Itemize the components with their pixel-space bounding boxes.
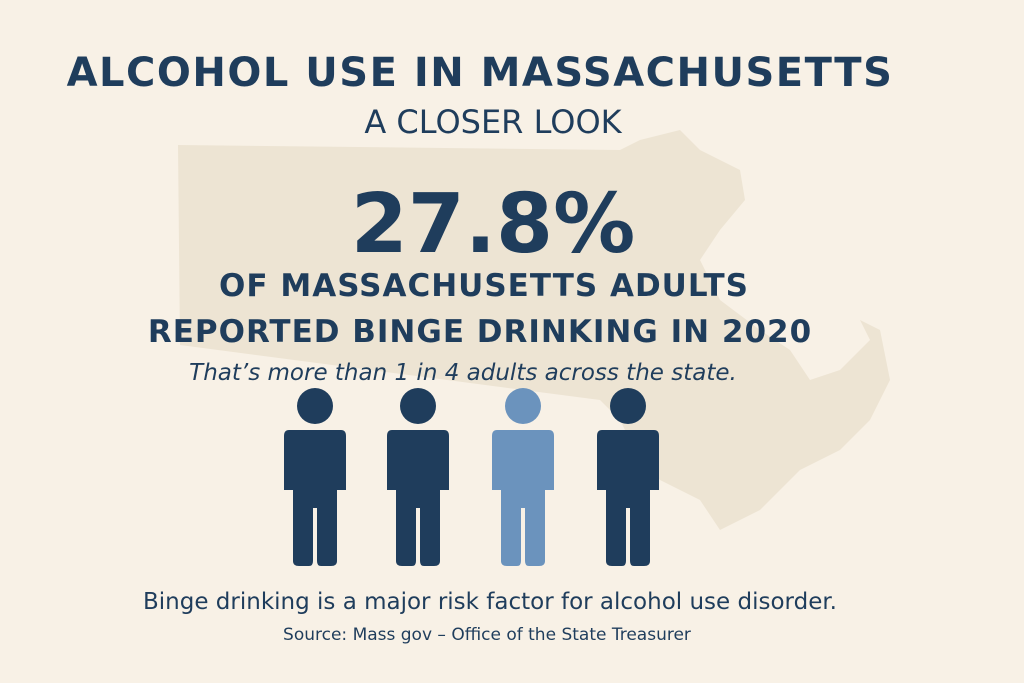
subtitle: A CLOSER LOOK bbox=[364, 103, 622, 141]
footer-message: Binge drinking is a major risk factor fo… bbox=[143, 589, 837, 615]
stat-line: REPORTED BINGE DRINKING IN 2020 bbox=[148, 314, 812, 350]
person-icon-highlight bbox=[492, 388, 554, 566]
stat-note: That’s more than 1 in 4 adults across th… bbox=[189, 360, 737, 386]
stat-value: 27.8% bbox=[351, 177, 635, 272]
stat-line: OF MASSACHUSETTS ADULTS bbox=[219, 268, 749, 304]
title: ALCOHOL USE IN MASSACHUSETTS bbox=[67, 50, 894, 96]
source: Source: Mass gov – Office of the State T… bbox=[283, 625, 691, 645]
person-icon bbox=[387, 388, 449, 566]
person-icon bbox=[284, 388, 346, 566]
state-map bbox=[178, 130, 890, 530]
